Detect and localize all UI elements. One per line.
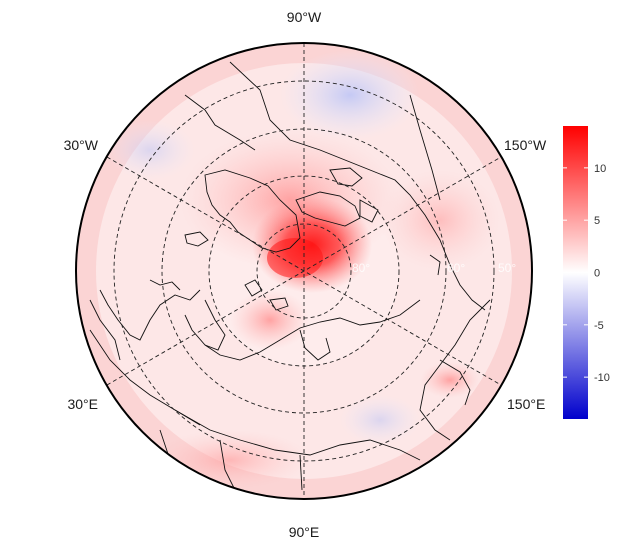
latitude-labels: 80° 60° 50°	[352, 261, 516, 275]
colorbar-tick-label: -10	[594, 372, 610, 384]
lon-label-30w: 30°W	[64, 137, 99, 153]
colorbar-ticks: 10 5 0 -5 -10	[563, 163, 610, 384]
colorbar-tick-label: -5	[594, 320, 604, 332]
longitude-labels: 90°W 150°W 150°E 90°E 30°E 30°W	[64, 9, 547, 540]
lat-label-50: 50°	[498, 261, 516, 275]
colorbar: 10 5 0 -5 -10	[563, 126, 610, 419]
colorbar-gradient	[563, 126, 588, 419]
lon-label-30e: 30°E	[67, 396, 98, 412]
colorbar-tick-label: 0	[594, 268, 600, 280]
colorbar-tick-label: 10	[594, 163, 606, 175]
graticule	[106, 43, 502, 499]
map-boundary	[75, 42, 533, 500]
lon-label-90e: 90°E	[289, 524, 320, 540]
lat-label-60: 60°	[447, 261, 465, 275]
lon-label-90w: 90°W	[287, 9, 322, 25]
lon-label-150e: 150°E	[507, 396, 545, 412]
lat-label-80: 80°	[352, 261, 370, 275]
lon-label-150w: 150°W	[504, 137, 547, 153]
colorbar-tick-label: 5	[594, 215, 600, 227]
